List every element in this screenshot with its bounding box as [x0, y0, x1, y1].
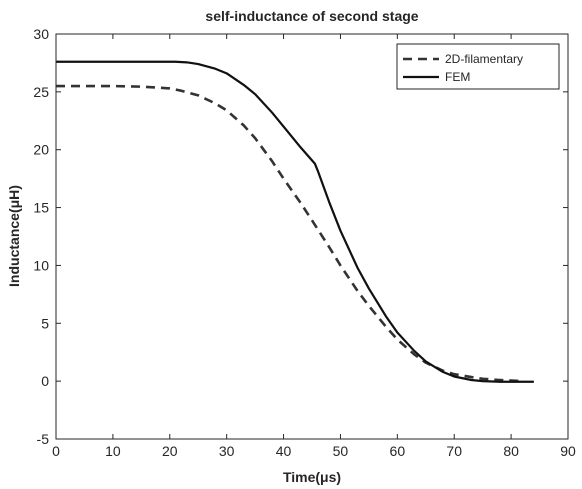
y-tick-label: 0	[41, 373, 49, 389]
x-tick-label: 80	[503, 443, 519, 459]
y-axis-label: Inductance(μH)	[6, 185, 22, 287]
plot-area	[56, 34, 568, 439]
x-axis-label: Time(μs)	[283, 469, 341, 485]
y-tick-label: -5	[37, 431, 50, 447]
y-tick-label: 30	[33, 26, 49, 42]
series-line-fem	[56, 60, 534, 383]
x-tick-label: 50	[333, 443, 349, 459]
x-axis-ticks: 0 10 20 30 40 50 60 70 80 90	[52, 34, 576, 459]
legend-label-fem: FEM	[445, 70, 470, 84]
legend-box	[396, 43, 560, 90]
x-tick-label: 90	[560, 443, 576, 459]
x-tick-label: 10	[105, 443, 121, 459]
y-tick-label: 20	[33, 142, 49, 158]
x-tick-label: 70	[446, 443, 462, 459]
y-tick-label: 15	[33, 200, 49, 216]
legend-label-2d-filamentary: 2D-filamentary	[445, 52, 523, 66]
series-line-2d-filamentary	[56, 84, 523, 383]
y-tick-label: 5	[41, 315, 49, 331]
plot-frame	[55, 33, 569, 440]
x-tick-label: 30	[219, 443, 235, 459]
y-tick-label: 25	[33, 84, 49, 100]
x-tick-label: 40	[276, 443, 292, 459]
series-layer	[56, 60, 534, 383]
y-tick-label: 10	[33, 257, 49, 273]
x-tick-label: 0	[52, 443, 60, 459]
x-tick-label: 60	[390, 443, 406, 459]
chart-title: self-inductance of second stage	[205, 8, 418, 24]
y-axis-ticks: -5 0 5 10 15 20 25 30	[33, 26, 568, 447]
x-tick-label: 20	[162, 443, 178, 459]
legend: 2D-filamentary FEM	[396, 43, 560, 90]
